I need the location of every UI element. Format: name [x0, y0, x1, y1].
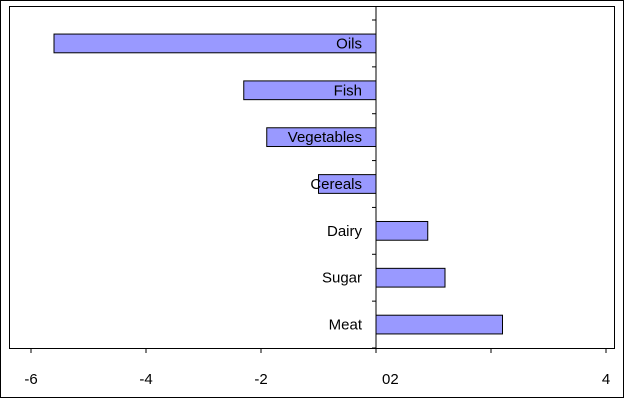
category-label-sugar: Sugar	[322, 270, 362, 287]
labels-group: Oils Fish Vegetables Cereals Dairy Sugar Meat -…	[24, 35, 610, 388]
bar-oils	[53, 33, 377, 54]
category-label-cereals: Cereals	[310, 176, 362, 193]
bar-meat	[375, 314, 503, 335]
axes-group	[30, 6, 607, 353]
x-tick-label: -6	[24, 371, 37, 388]
bars-group	[53, 33, 503, 335]
x-tick-label: 4	[602, 371, 610, 388]
x-tick-label: -2	[254, 371, 267, 388]
category-label-oils: Oils	[336, 35, 362, 52]
category-label-vegetables: Vegetables	[288, 129, 362, 146]
x-tick-label: -4	[139, 371, 152, 388]
plot-area-border	[9, 6, 615, 349]
x-tick-label: 02	[382, 371, 399, 388]
category-label-fish: Fish	[334, 82, 362, 99]
bar-dairy	[375, 220, 429, 241]
category-label-meat: Meat	[329, 317, 363, 334]
bar-sugar	[375, 267, 446, 288]
category-label-dairy: Dairy	[327, 223, 363, 240]
